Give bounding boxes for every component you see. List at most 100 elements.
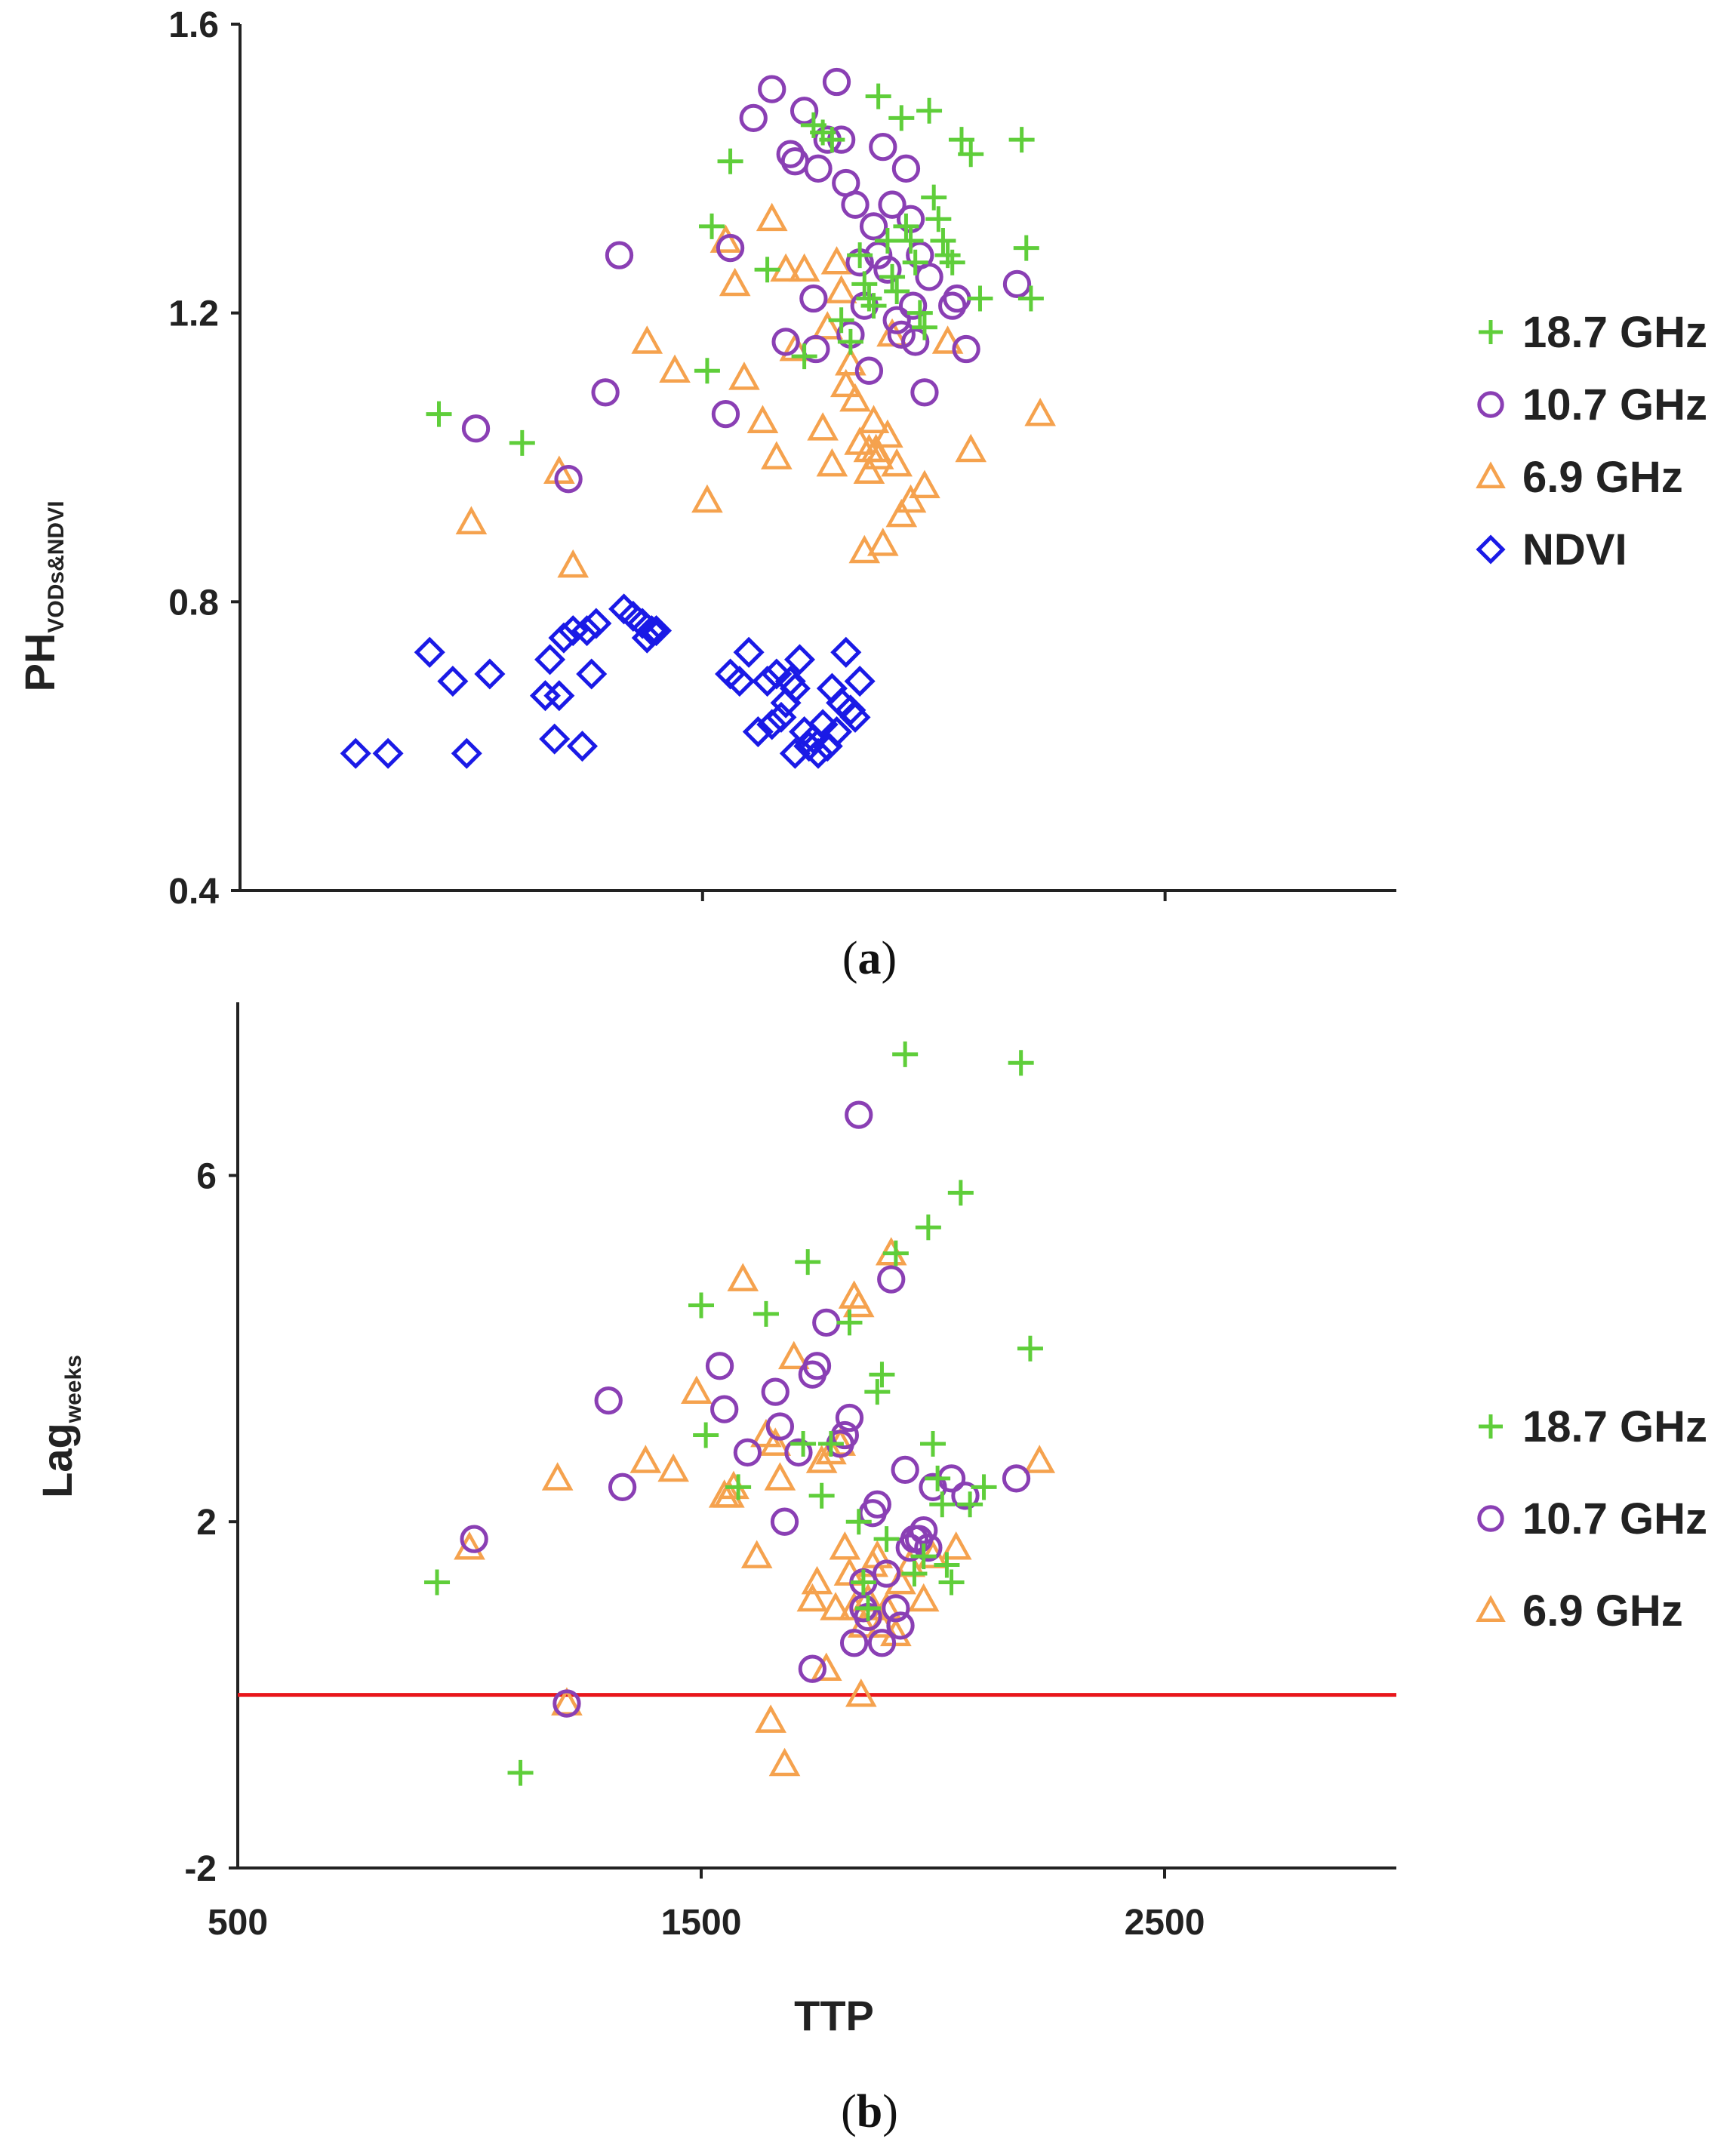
data-point xyxy=(705,1352,734,1380)
data-point xyxy=(929,1491,956,1518)
panel-b-legend: 18.7 GHz 10.7 GHz 6.9 GHz xyxy=(1476,1402,1707,1636)
data-point xyxy=(733,636,765,668)
data-point xyxy=(591,378,620,407)
data-point xyxy=(539,723,571,755)
data-point xyxy=(728,362,760,390)
data-point xyxy=(426,401,452,427)
panel-b-axes xyxy=(236,1002,1396,1879)
data-point xyxy=(910,378,939,407)
data-point xyxy=(829,1531,861,1560)
data-point xyxy=(866,528,899,556)
data-point xyxy=(881,448,913,477)
data-point xyxy=(847,242,873,269)
data-point xyxy=(882,1240,909,1266)
data-point xyxy=(739,103,768,133)
data-point xyxy=(710,1395,739,1423)
data-point xyxy=(1008,127,1035,153)
data-point xyxy=(437,666,469,697)
data-point xyxy=(791,343,817,370)
data-point xyxy=(759,1427,792,1456)
data-point xyxy=(891,154,921,183)
data-point xyxy=(948,127,974,153)
legend-label: NDVI xyxy=(1522,525,1627,574)
panel-b-label: (b) xyxy=(841,2086,898,2137)
data-point xyxy=(940,1531,972,1560)
data-point xyxy=(765,1412,795,1441)
data-point xyxy=(770,1507,799,1536)
data-point xyxy=(851,271,878,297)
data-point xyxy=(957,1491,983,1518)
data-point xyxy=(853,455,885,484)
data-point xyxy=(857,405,890,434)
data-point xyxy=(854,356,884,385)
panel-a-y-tick-labels: 0.4 0.8 1.2 1.6 xyxy=(168,5,240,912)
data-point xyxy=(891,1455,919,1485)
data-point xyxy=(802,737,834,769)
data-point xyxy=(845,1100,873,1129)
data-point xyxy=(688,1292,714,1319)
data-point xyxy=(951,1482,980,1510)
data-point xyxy=(938,1569,965,1596)
data-point xyxy=(910,1543,937,1570)
data-point xyxy=(716,233,745,263)
data-point xyxy=(742,715,774,748)
data-point xyxy=(820,1592,851,1620)
data-point xyxy=(693,1422,719,1448)
legend-marker xyxy=(1476,534,1506,565)
panel-b-x-axis-label: TTP xyxy=(794,1992,874,2039)
data-point xyxy=(576,658,608,690)
data-point xyxy=(897,228,924,254)
data-point xyxy=(608,1473,637,1501)
x-tick-label: 1500 xyxy=(661,1903,742,1943)
data-point xyxy=(914,1533,943,1562)
data-point xyxy=(909,469,940,499)
data-point xyxy=(835,346,866,376)
data-point xyxy=(887,320,916,349)
data-point xyxy=(761,1377,790,1406)
data-point xyxy=(461,414,491,443)
panel-a-chart: 0.4 0.8 1.2 1.6 PHVODs&NDVI 18.7 GHz 10.7 GH… xyxy=(16,5,1707,984)
data-point xyxy=(636,615,667,647)
data-point xyxy=(507,1759,534,1786)
data-point xyxy=(1013,235,1039,261)
data-point xyxy=(740,1540,773,1568)
data-point xyxy=(873,1526,900,1553)
data-point xyxy=(967,285,993,312)
data-point xyxy=(780,147,810,176)
data-point xyxy=(925,1465,951,1491)
data-point xyxy=(1023,1445,1056,1473)
data-point xyxy=(838,1280,870,1309)
panel-a-legend: 18.7 GHz 10.7 GHz 6.9 GHz NDVI xyxy=(1476,308,1707,574)
data-point xyxy=(837,328,863,355)
data-point xyxy=(807,412,839,441)
panel-b-x-tick-labels: 500 1500 2500 xyxy=(208,1903,1205,1943)
data-point xyxy=(779,737,811,769)
data-point xyxy=(931,325,964,354)
legend-marker xyxy=(1479,1414,1503,1439)
data-point xyxy=(860,433,892,463)
data-point xyxy=(580,608,612,639)
legend-marker xyxy=(1477,1505,1504,1532)
data-point xyxy=(629,1445,662,1473)
data-point xyxy=(859,212,888,241)
y-tick-label: 2 xyxy=(196,1503,217,1543)
data-point xyxy=(864,1379,891,1405)
data-point xyxy=(955,433,987,463)
panel-b-y-tick-labels: -2 2 6 xyxy=(184,1156,238,1889)
legend-marker xyxy=(1479,320,1503,344)
data-point xyxy=(372,737,404,769)
data-point xyxy=(893,213,919,239)
data-point xyxy=(1024,397,1056,426)
data-point xyxy=(553,1689,581,1718)
data-point xyxy=(816,448,848,477)
data-point xyxy=(340,737,371,769)
data-point xyxy=(1008,1050,1034,1076)
data-point xyxy=(892,1041,919,1067)
series-10-7-ghz xyxy=(460,1100,1031,1718)
legend-label: 10.7 GHz xyxy=(1522,380,1707,429)
data-point xyxy=(882,1594,910,1623)
data-point xyxy=(640,615,673,647)
data-point xyxy=(801,1565,833,1595)
panel-b-points xyxy=(424,1041,1056,1786)
data-point xyxy=(717,148,743,174)
